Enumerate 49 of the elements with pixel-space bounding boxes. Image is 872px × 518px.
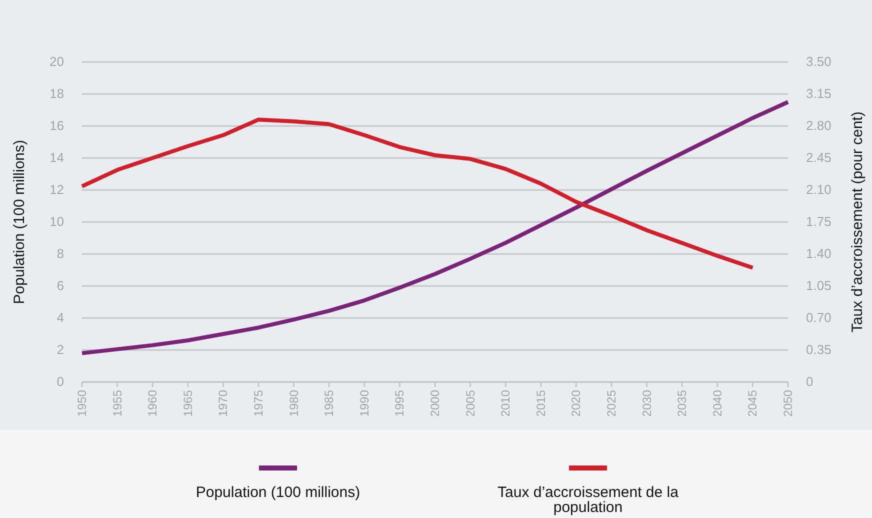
y2-tick-label: 2.45 (806, 150, 832, 165)
y-tick-label: 20 (50, 54, 64, 69)
line-series (80, 100, 790, 356)
y2-tick-label: 1.40 (806, 246, 832, 261)
x-tick-label: 2030 (640, 390, 654, 417)
y2-tick-label: 0.35 (806, 342, 832, 357)
y2-tick-label: 2.10 (806, 182, 832, 197)
x-tick-label: 1985 (322, 390, 336, 417)
y-tick-label: 16 (50, 118, 64, 133)
x-tick-label: 1955 (110, 390, 124, 417)
x-tick-label: 1965 (180, 390, 195, 417)
y2-tick-label: 3.15 (806, 86, 832, 101)
y2-tick-label: 1.75 (806, 214, 832, 229)
y-axis-title: Population (100 millions) (11, 140, 28, 304)
y-tick-label: 8 (56, 246, 64, 261)
x-tick-label: 2010 (498, 390, 513, 417)
legend-label: Population (100 millions) (196, 484, 360, 501)
y2-tick-label: 0.70 (806, 310, 832, 325)
x-tick-label: 2020 (569, 390, 584, 417)
y-tick-label: 18 (50, 86, 64, 101)
x-tick-label: 1990 (357, 390, 372, 417)
y-tick-label: 6 (56, 278, 64, 293)
x-tick-label: 2000 (428, 390, 442, 417)
y-tick-label: 2 (56, 342, 64, 357)
x-tick-label: 1995 (392, 390, 407, 417)
y2-tick-label: 0 (806, 374, 814, 389)
line-series (80, 118, 755, 270)
y2-tick-label: 3.50 (806, 54, 832, 69)
x-tick-label: 2015 (534, 390, 548, 417)
y2-tick-label: 1.05 (806, 278, 832, 293)
x-tick-label: 2005 (463, 390, 478, 417)
x-tick-label: 2040 (710, 390, 724, 417)
legend-label: Taux d’accroissement de la population (498, 484, 680, 516)
y-tick-label: 10 (50, 214, 64, 229)
y-tick-label: 12 (50, 182, 64, 197)
x-tick-label: 1980 (286, 390, 301, 417)
y-tick-label: 4 (56, 310, 64, 325)
y2-tick-label: 2.80 (806, 118, 832, 133)
x-tick-label: 2050 (781, 390, 795, 417)
x-tick-label: 2025 (604, 390, 618, 417)
x-tick-label: 2045 (746, 390, 760, 417)
y-tick-label: 0 (56, 374, 64, 389)
x-tick-label: 2035 (675, 390, 690, 417)
x-tick-label: 1960 (146, 390, 160, 417)
x-tick-label: 1970 (216, 390, 230, 417)
y-tick-label: 14 (50, 150, 64, 165)
x-tick-label: 1975 (252, 390, 266, 417)
y2-axis-title: Taux d’accroissement (pour cent) (849, 112, 866, 332)
x-tick-label: 1950 (75, 390, 89, 417)
